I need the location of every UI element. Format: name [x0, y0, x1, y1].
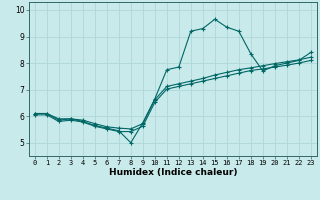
X-axis label: Humidex (Indice chaleur): Humidex (Indice chaleur) — [108, 168, 237, 177]
